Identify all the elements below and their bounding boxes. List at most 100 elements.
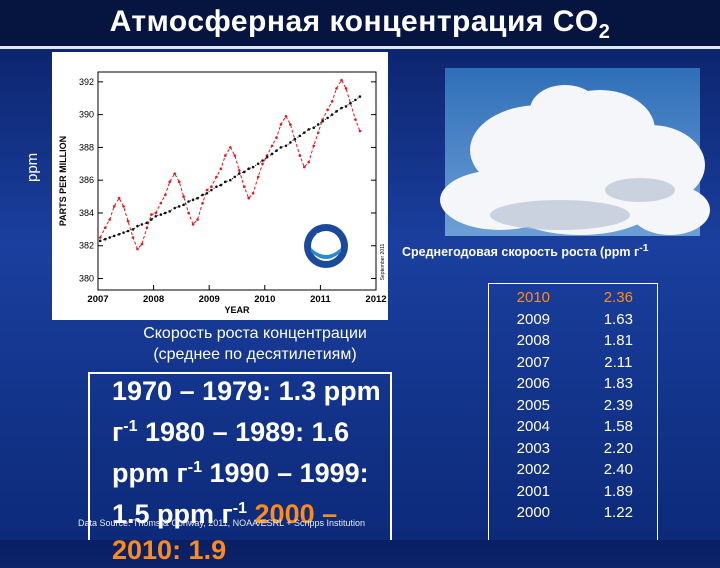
point (302, 131, 306, 134)
point (261, 162, 264, 166)
point (237, 172, 241, 175)
rate-cell: 1.83 (603, 375, 633, 393)
table-row: 2008 1.81 (488, 330, 658, 352)
point (215, 185, 218, 189)
point (242, 170, 246, 174)
point (145, 226, 149, 230)
point (279, 123, 283, 126)
logo-wave (311, 248, 341, 259)
point (256, 162, 260, 166)
point (251, 191, 255, 195)
point (275, 149, 278, 152)
point (237, 169, 241, 172)
point (298, 154, 302, 157)
point (98, 236, 102, 239)
table-row: 2009 1.63 (488, 309, 658, 331)
point (284, 114, 288, 118)
logo-text: NOAA (316, 233, 336, 240)
rate-cell: 1.89 (603, 482, 633, 500)
point (307, 128, 311, 131)
decade-entry: 1980 – 1989: 1.6 ppm г-1 (112, 417, 349, 488)
table-row: 2005 2.39 (488, 395, 658, 417)
y-axis-label: PARTS PER MILLION (58, 136, 68, 226)
y-tick-label: 388 (79, 142, 94, 152)
y-tick-label: 384 (79, 208, 94, 218)
point (219, 183, 223, 187)
point (205, 191, 209, 195)
growth-table: 2010 2.36 2009 1.63 2008 1.81 2007 2.11 2006 1.83… (488, 287, 658, 524)
point (182, 203, 185, 207)
point (293, 137, 297, 141)
point (191, 198, 195, 202)
point (103, 237, 107, 241)
decade-text: 1990 – 1999: 1.5 ppm г (112, 458, 369, 529)
point (159, 213, 163, 216)
point (112, 205, 116, 208)
point (326, 108, 329, 111)
point (177, 205, 181, 208)
point (256, 175, 260, 179)
noaa-logo: NOAA (304, 224, 348, 268)
point (358, 129, 362, 133)
point (344, 87, 348, 90)
point (168, 210, 172, 213)
point (140, 242, 144, 246)
caption-text: Среднегодовая скорость роста (ppm г (402, 245, 640, 260)
rate-cell: 2.36 (603, 289, 633, 307)
title-text: Атмосферная концентрация CO (109, 5, 599, 38)
table-row: 2007 2.11 (488, 352, 658, 374)
point (349, 101, 352, 105)
y-tick-label: 390 (79, 110, 94, 120)
point (354, 118, 357, 121)
point (196, 218, 199, 221)
point (312, 144, 316, 148)
rate-cell: 1.58 (603, 418, 633, 436)
chart: PARTS PER MILLION YEAR NOAA September 20… (58, 68, 710, 315)
decade-list: 1970 – 1979: 1.3 ppm г-1 1980 – 1989: 1.… (112, 373, 402, 568)
point (112, 234, 116, 238)
point (316, 131, 320, 134)
point (358, 95, 362, 98)
slide-title: Атмосферная концентрация CO2 (0, 0, 720, 46)
point (182, 195, 185, 198)
point (173, 206, 177, 210)
rate-cell: 2.39 (603, 396, 633, 414)
rate-cell: 1.81 (603, 332, 633, 350)
point (229, 178, 232, 182)
point (307, 160, 311, 164)
table-caption: Среднегодовая скорость роста (ppm г-1 (402, 243, 649, 259)
point (126, 229, 130, 233)
point (279, 146, 283, 149)
rate-cell: 2.20 (603, 439, 633, 457)
table-row: 2003 2.20 (488, 438, 658, 460)
point (191, 223, 195, 226)
point (289, 123, 292, 126)
point (335, 110, 338, 113)
point (284, 144, 288, 148)
point (265, 155, 269, 159)
point (131, 236, 135, 239)
source-note: Data Source: Thoms & Conway, 2011, NOAA/… (78, 518, 366, 528)
year-cell: 2003 (516, 439, 551, 457)
decade-sup: -1 (232, 500, 248, 517)
year-cell: 2007 (516, 353, 551, 371)
y-tick-label: 380 (79, 274, 94, 284)
point (136, 247, 139, 251)
table-row: 2002 2.40 (488, 459, 658, 481)
title-rule (0, 46, 720, 49)
point (131, 228, 135, 231)
decade-caption: Скорость роста концентрации (среднее по д… (95, 323, 415, 365)
point (302, 165, 306, 169)
point (150, 218, 153, 221)
rate-cell: 2.11 (604, 353, 633, 371)
year-cell: 2009 (516, 310, 551, 328)
point (136, 224, 139, 228)
x-tick-label: 2008 (143, 294, 164, 305)
point (312, 126, 316, 130)
point (117, 232, 121, 236)
point (224, 154, 227, 157)
year-cell: 2000 (516, 504, 551, 522)
point (251, 165, 255, 169)
point (205, 188, 209, 192)
point (163, 193, 167, 197)
